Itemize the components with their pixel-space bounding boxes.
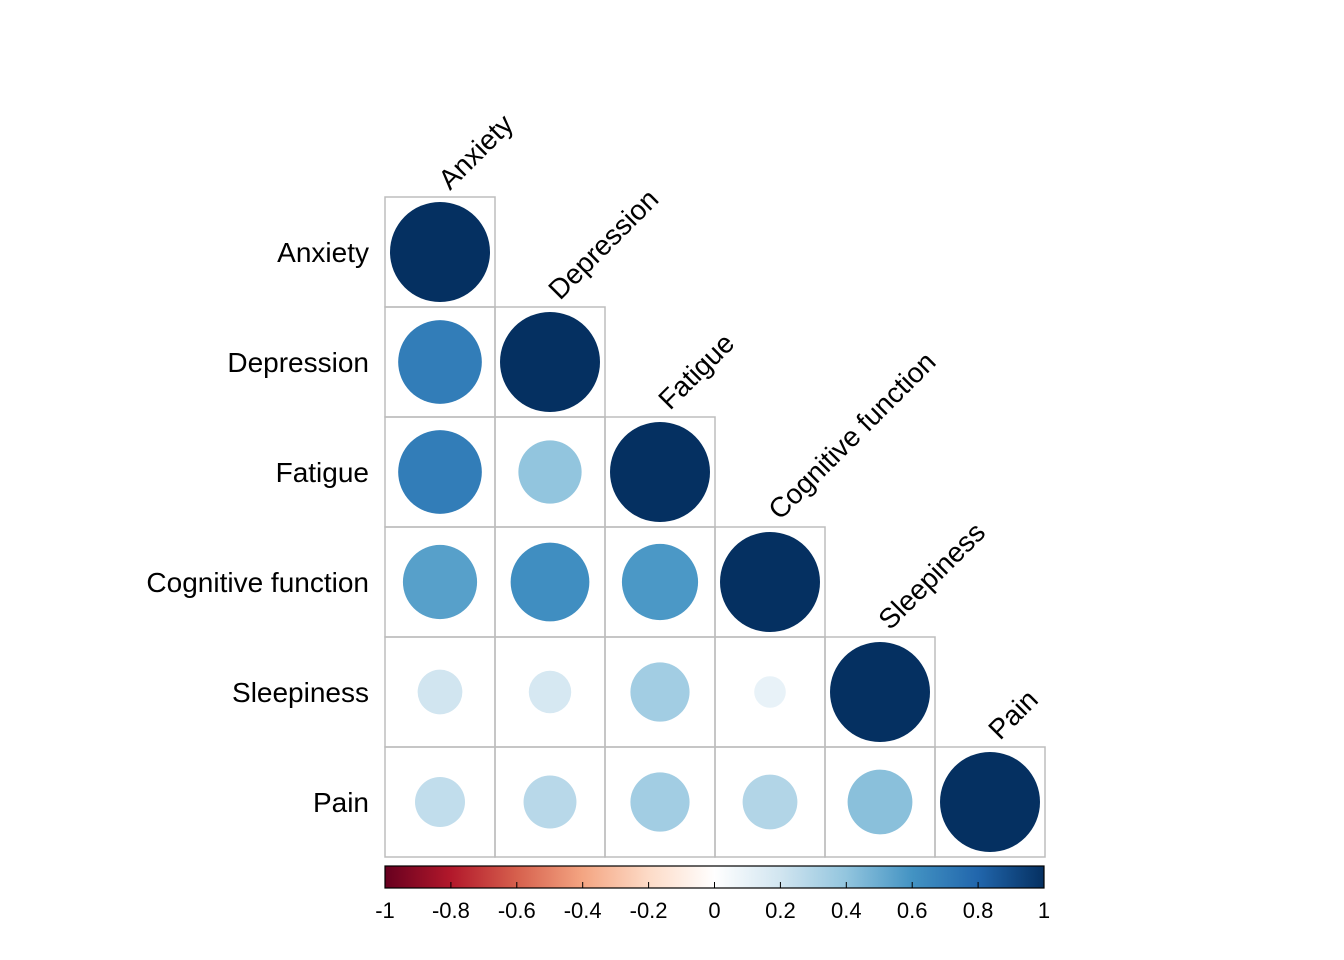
row-labels: Anxiety Depression Fatigue Cognitive functi…: [146, 237, 369, 818]
colorbar-tick-label: -1: [375, 898, 395, 923]
col-label-pain: Pain: [982, 684, 1044, 746]
row-label-depression: Depression: [227, 347, 369, 378]
corr-circle-fatigue-depression: [518, 440, 582, 504]
corr-circle-cognitive-function-cognitive-function: [720, 532, 820, 632]
row-label-fatigue: Fatigue: [276, 457, 369, 488]
row-label-cognitive-function: Cognitive function: [146, 567, 369, 598]
corr-circle-cognitive-function-fatigue: [621, 543, 699, 621]
corr-circle-fatigue-fatigue: [610, 422, 710, 522]
colorbar-tick-label: 0.6: [897, 898, 928, 923]
corr-circle-sleepiness-depression: [528, 670, 572, 714]
column-labels: Anxiety Depression Fatigue Cognitive functi…: [432, 108, 1044, 745]
colorbar-tick-label: 0.4: [831, 898, 862, 923]
corr-circle-pain-pain: [940, 752, 1040, 852]
colorbar-tick-label: 0.8: [963, 898, 994, 923]
col-label-sleepiness: Sleepiness: [872, 516, 991, 635]
corr-circle-fatigue-anxiety: [398, 430, 482, 514]
corr-circle-sleepiness-fatigue: [630, 662, 690, 722]
colorbar-tick-label: -0.8: [432, 898, 470, 923]
row-label-sleepiness: Sleepiness: [232, 677, 369, 708]
colorbar-tick-label: 1: [1038, 898, 1050, 923]
corr-circle-pain-anxiety: [415, 777, 465, 827]
row-label-anxiety: Anxiety: [277, 237, 369, 268]
correlation-cells: [384, 196, 1046, 858]
cell-box-pain-pain: [934, 746, 1046, 858]
corr-circle-sleepiness-anxiety: [417, 669, 463, 715]
corr-circle-pain-sleepiness: [847, 769, 913, 835]
corr-circle-sleepiness-cognitive-function: [754, 676, 786, 708]
corr-circle-anxiety-anxiety: [390, 202, 490, 302]
colorbar-tick-label: -0.2: [630, 898, 668, 923]
col-label-cognitive-function: Cognitive function: [762, 346, 941, 525]
corr-circle-pain-cognitive-function: [742, 774, 798, 830]
corr-circle-pain-depression: [523, 775, 577, 829]
row-label-pain: Pain: [313, 787, 369, 818]
colorbar-tick-label: 0: [708, 898, 720, 923]
corr-circle-sleepiness-sleepiness: [830, 642, 930, 742]
col-label-anxiety: Anxiety: [432, 108, 519, 195]
col-label-fatigue: Fatigue: [652, 327, 740, 415]
corr-circle-depression-anxiety: [398, 320, 482, 404]
colorbar-tick-label: 0.2: [765, 898, 796, 923]
colorbar-tick-label: -0.6: [498, 898, 536, 923]
corr-circle-depression-depression: [500, 312, 600, 412]
colorbar-tick-label: -0.4: [564, 898, 602, 923]
corr-circle-pain-fatigue: [630, 772, 690, 832]
colorbar-legend: -1 -0.8 -0.6 -0.4 -0.2 0 0.2 0.4 0.6 0.8 1: [375, 865, 1050, 923]
col-label-depression: Depression: [542, 183, 664, 305]
corr-circle-cognitive-function-depression: [510, 542, 590, 622]
corr-circle-cognitive-function-anxiety: [402, 544, 478, 620]
